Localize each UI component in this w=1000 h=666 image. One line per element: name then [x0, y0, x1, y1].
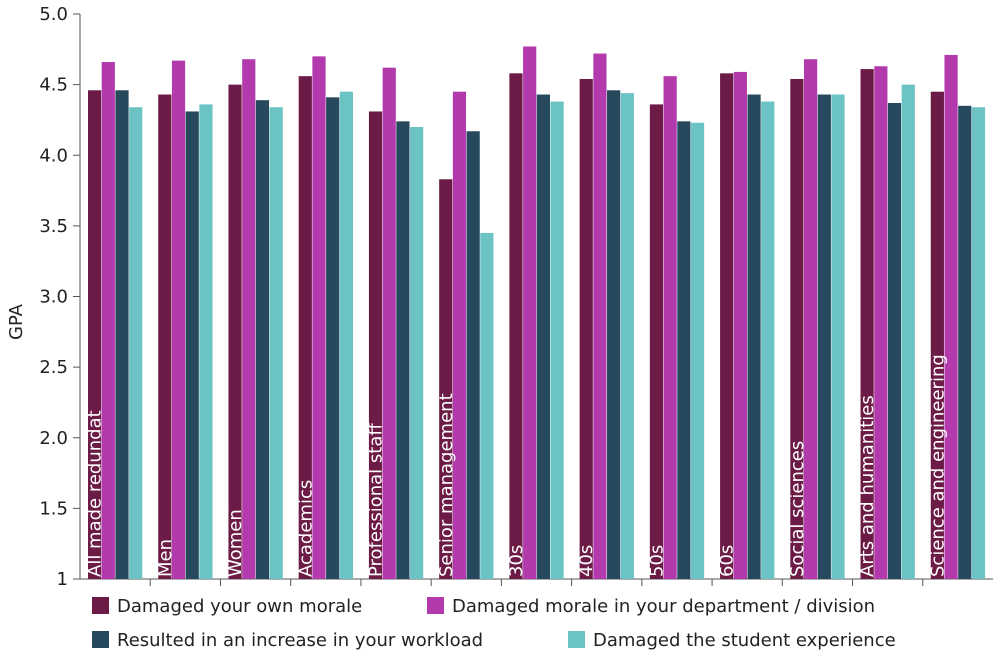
bar-2 — [101, 62, 115, 579]
y-tick-label: 3.0 — [39, 287, 68, 308]
bar-3 — [958, 105, 972, 579]
bar-2 — [944, 54, 958, 579]
bar-1 — [790, 78, 804, 579]
bar-1 — [930, 91, 944, 579]
bar-3 — [536, 94, 550, 579]
category-label: Academics — [295, 480, 316, 577]
bar-3 — [115, 90, 129, 580]
bar-1 — [228, 84, 242, 579]
bar-1 — [860, 69, 874, 580]
bar-3 — [677, 121, 691, 579]
y-tick-label: 2.5 — [39, 357, 68, 378]
y-axis-title: GPA — [6, 303, 27, 340]
category-label: Men — [155, 539, 176, 577]
category-label: Women — [225, 509, 246, 577]
bar-3 — [326, 97, 340, 580]
category-label: Professional staff — [366, 423, 387, 577]
y-tick-label: 4.0 — [39, 145, 68, 166]
legend-swatch — [568, 631, 585, 648]
bar-1 — [88, 90, 102, 580]
bar-1 — [720, 73, 734, 579]
legend-label: Damaged morale in your department / divi… — [452, 596, 875, 617]
category-label: Science and engineering — [927, 354, 948, 577]
bar-1 — [509, 73, 523, 579]
legend: Damaged your own morale Damaged morale in… — [92, 596, 896, 651]
bar-3 — [817, 94, 831, 579]
y-tick-label: 2.0 — [39, 428, 68, 449]
bar-4 — [690, 122, 705, 579]
y-tick-label: 1.5 — [39, 498, 68, 519]
y-tick-label: 3.5 — [39, 216, 68, 237]
bar-1 — [158, 94, 172, 579]
category-labels: All made redundat Men Women Academics Profes… — [85, 354, 949, 577]
bar-3 — [255, 100, 270, 579]
bar-2 — [312, 56, 326, 579]
bar-2 — [523, 46, 537, 580]
bar-3 — [747, 94, 761, 579]
bar-1 — [579, 78, 593, 579]
legend-label: Damaged the student experience — [593, 630, 896, 651]
bar-4 — [410, 127, 424, 579]
category-label: Social sciences — [787, 441, 808, 577]
bar-1 — [649, 104, 664, 580]
bar-2 — [452, 91, 467, 579]
bar-1 — [439, 179, 453, 579]
bar-1 — [368, 111, 383, 580]
bar-4 — [761, 101, 775, 579]
bar-4 — [971, 107, 986, 579]
bar-4 — [199, 104, 213, 580]
bar-4 — [620, 93, 634, 579]
legend-swatch — [427, 597, 444, 614]
bar-2 — [171, 60, 186, 580]
y-tick-label: 1 — [57, 569, 68, 590]
bar-4 — [269, 107, 283, 579]
bar-3 — [887, 102, 902, 580]
bar-4 — [550, 101, 564, 579]
bar-2 — [382, 67, 396, 580]
bar-2 — [663, 76, 677, 580]
category-label: 40s — [576, 545, 597, 577]
bars — [88, 46, 986, 580]
bar-1 — [298, 76, 312, 580]
y-tick-label: 5.0 — [39, 4, 68, 25]
category-label: All made redundat — [85, 410, 106, 577]
bar-2 — [242, 59, 256, 579]
bar-4 — [129, 107, 143, 579]
bar-3 — [607, 90, 621, 580]
bar-2 — [874, 66, 888, 579]
legend-swatch — [92, 597, 109, 614]
bar-4 — [901, 84, 915, 579]
bar-4 — [480, 232, 494, 579]
bar-4 — [831, 94, 845, 579]
bar-3 — [466, 131, 480, 580]
category-label: 60s — [717, 545, 738, 577]
bar-2 — [733, 71, 747, 579]
y-tick-label: 4.5 — [39, 75, 68, 96]
category-label: 50s — [646, 545, 667, 577]
bar-2 — [593, 53, 607, 580]
bar-2 — [804, 59, 818, 579]
bar-4 — [339, 91, 353, 579]
legend-swatch — [92, 631, 109, 648]
category-label: 30s — [506, 545, 527, 577]
bar-3 — [185, 111, 199, 580]
bar-3 — [396, 121, 410, 579]
category-label: Senior management — [436, 393, 457, 577]
legend-label: Damaged your own morale — [117, 596, 362, 617]
category-label: Arts and humanities — [857, 395, 878, 577]
legend-label: Resulted in an increase in your workload — [117, 630, 483, 651]
